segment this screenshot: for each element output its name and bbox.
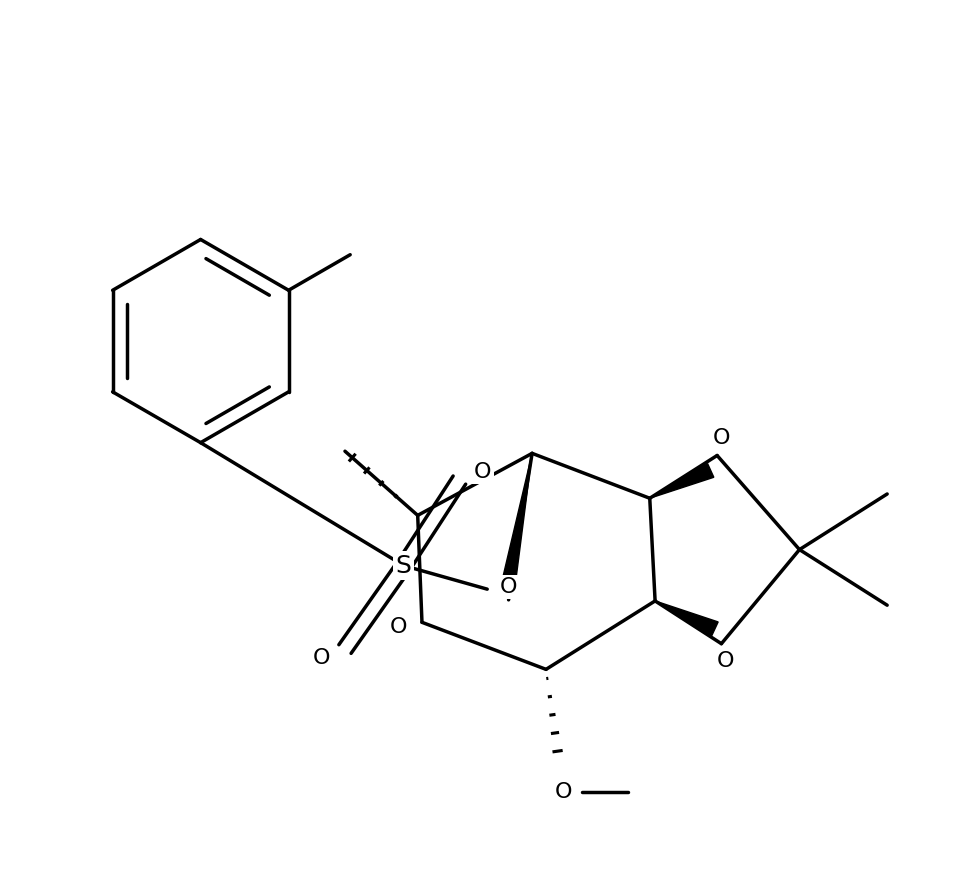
Text: O: O bbox=[313, 648, 330, 668]
Polygon shape bbox=[499, 453, 532, 596]
Text: S: S bbox=[396, 554, 411, 578]
Text: O: O bbox=[712, 428, 730, 448]
Polygon shape bbox=[655, 601, 718, 635]
Polygon shape bbox=[650, 463, 713, 498]
Text: O: O bbox=[717, 650, 735, 671]
Text: O: O bbox=[555, 782, 572, 802]
Text: O: O bbox=[474, 461, 492, 481]
Text: O: O bbox=[390, 616, 408, 636]
Text: O: O bbox=[499, 577, 517, 597]
